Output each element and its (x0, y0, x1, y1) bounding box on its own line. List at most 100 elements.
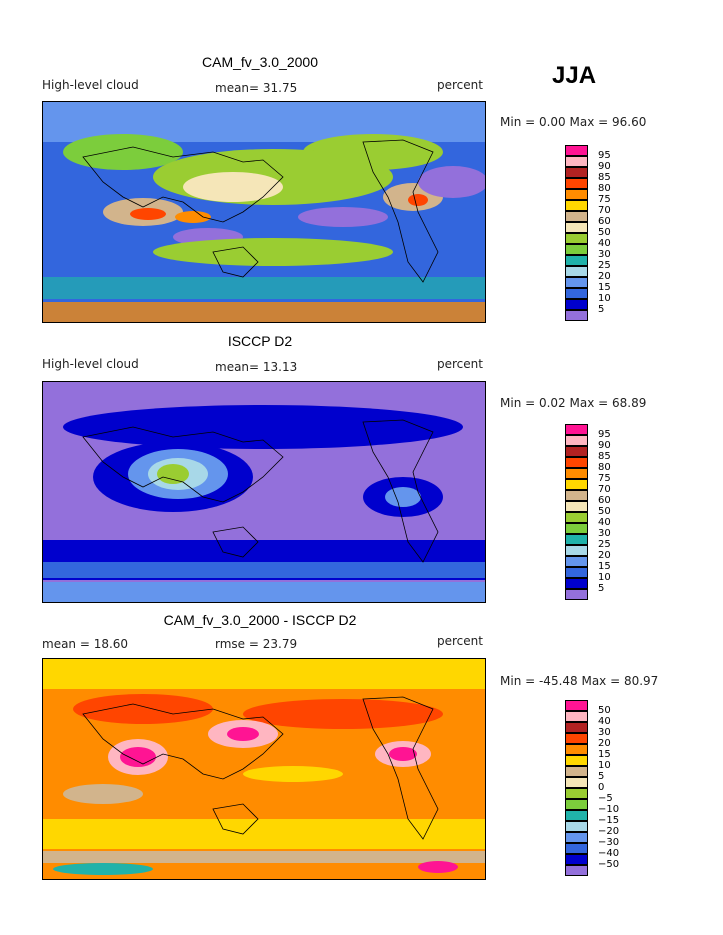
panel3-mean-label: mean = 18.60 (42, 637, 129, 651)
panel1-minmax: Min = 0.00 Max = 96.60 (500, 115, 647, 129)
panel3-units-label: percent (437, 634, 483, 648)
colorbar-level-label: −50 (598, 859, 620, 870)
colorbar-level-label: 70 (598, 484, 611, 495)
panel1-units-label: percent (437, 78, 483, 92)
colorbar-swatch (565, 578, 588, 589)
panel1-map (42, 101, 486, 323)
colorbar-level-label: 20 (598, 271, 611, 282)
colorbar-level-label: 85 (598, 172, 611, 183)
colorbar-swatch (565, 244, 588, 255)
colorbar-level-label: 5 (598, 304, 605, 315)
colorbar-level-label: −30 (598, 837, 620, 848)
colorbar-swatch (565, 567, 588, 578)
colorbar-level-label: 5 (598, 771, 605, 782)
colorbar-swatch (565, 167, 588, 178)
colorbar-level-label: 20 (598, 738, 611, 749)
colorbar-swatch (565, 810, 588, 821)
colorbar-level-label: 95 (598, 150, 611, 161)
panel1-map-field (43, 102, 485, 322)
colorbar-swatch (565, 523, 588, 534)
colorbar-level-label: 0 (598, 782, 605, 793)
colorbar-swatch (565, 446, 588, 457)
panel3-title: CAM_fv_3.0_2000 - ISCCP D2 (163, 612, 357, 628)
colorbar-swatch (565, 490, 588, 501)
colorbar-swatch (565, 854, 588, 865)
colorbar-level-label: 25 (598, 539, 611, 550)
colorbar-swatch (565, 832, 588, 843)
colorbar-swatch (565, 766, 588, 777)
panel3-minmax: Min = -45.48 Max = 80.97 (500, 674, 659, 688)
colorbar-level-label: 10 (598, 760, 611, 771)
colorbar-level-label: 40 (598, 517, 611, 528)
colorbar-swatch (565, 457, 588, 468)
colorbar-level-label: 60 (598, 216, 611, 227)
colorbar-swatch (565, 722, 588, 733)
colorbar-swatch (565, 865, 588, 876)
panel1-colorbar: 95 90 85 80 75 70 60 50 40 30 25 20 15 10 5 (565, 145, 645, 321)
colorbar-swatch (565, 711, 588, 722)
colorbar-swatch (565, 288, 588, 299)
colorbar-swatch (565, 843, 588, 854)
colorbar-swatch (565, 310, 588, 321)
colorbar-level-label: 75 (598, 194, 611, 205)
colorbar-swatch (565, 145, 588, 156)
panel2-variable-label: High-level cloud (42, 357, 139, 371)
panel3-map (42, 658, 486, 880)
colorbar-swatch (565, 233, 588, 244)
panel1-mean-label: mean= 31.75 (215, 81, 298, 95)
colorbar-level-label: 30 (598, 727, 611, 738)
colorbar-level-label: 5 (598, 583, 605, 594)
colorbar-swatch (565, 501, 588, 512)
colorbar-swatch (565, 211, 588, 222)
colorbar-swatch (565, 755, 588, 766)
colorbar-level-label: 50 (598, 705, 611, 716)
colorbar-level-label: 15 (598, 561, 611, 572)
colorbar-level-label: −40 (598, 848, 620, 859)
colorbar-swatch (565, 744, 588, 755)
colorbar-level-label: 40 (598, 716, 611, 727)
colorbar-level-label: 85 (598, 451, 611, 462)
colorbar-level-label: 15 (598, 282, 611, 293)
panel1-variable-label: High-level cloud (42, 78, 139, 92)
colorbar-swatch (565, 266, 588, 277)
colorbar-level-label: 30 (598, 528, 611, 539)
colorbar-swatch (565, 700, 588, 711)
colorbar-swatch (565, 468, 588, 479)
colorbar-level-label: 40 (598, 238, 611, 249)
colorbar-swatch (565, 299, 588, 310)
panel1-title: CAM_fv_3.0_2000 (202, 54, 318, 70)
panel2-colorbar: 95 90 85 80 75 70 60 50 40 30 25 20 15 10 5 (565, 424, 645, 600)
panel3-colorbar: 50 40 30 20 15 10 5 0 −5 −10 −15 −20 −30 −40 −50 (565, 700, 645, 876)
panel2-title: ISCCP D2 (227, 333, 293, 349)
colorbar-level-label: −15 (598, 815, 620, 826)
panel2-map (42, 381, 486, 603)
colorbar-swatch (565, 222, 588, 233)
panel2-minmax: Min = 0.02 Max = 68.89 (500, 396, 647, 410)
colorbar-swatch (565, 200, 588, 211)
panel3-rmse-label: rmse = 23.79 (215, 637, 298, 651)
colorbar-level-label: 90 (598, 440, 611, 451)
colorbar-swatch (565, 424, 588, 435)
colorbar-swatch (565, 556, 588, 567)
colorbar-level-label: 80 (598, 183, 611, 194)
colorbar-swatch (565, 156, 588, 167)
colorbar-swatch (565, 821, 588, 832)
colorbar-level-label: 15 (598, 749, 611, 760)
colorbar-swatch (565, 534, 588, 545)
colorbar-level-label: 95 (598, 429, 611, 440)
colorbar-swatch (565, 777, 588, 788)
colorbar-swatch (565, 255, 588, 266)
colorbar-swatch (565, 512, 588, 523)
season-label: JJA (552, 62, 597, 89)
colorbar-swatch (565, 788, 588, 799)
colorbar-level-label: 80 (598, 462, 611, 473)
colorbar-level-label: 70 (598, 205, 611, 216)
colorbar-level-label: −5 (598, 793, 613, 804)
colorbar-level-label: −10 (598, 804, 620, 815)
colorbar-level-label: 90 (598, 161, 611, 172)
colorbar-level-label: 25 (598, 260, 611, 271)
colorbar-swatch (565, 189, 588, 200)
colorbar-swatch (565, 589, 588, 600)
colorbar-swatch (565, 178, 588, 189)
colorbar-level-label: 75 (598, 473, 611, 484)
